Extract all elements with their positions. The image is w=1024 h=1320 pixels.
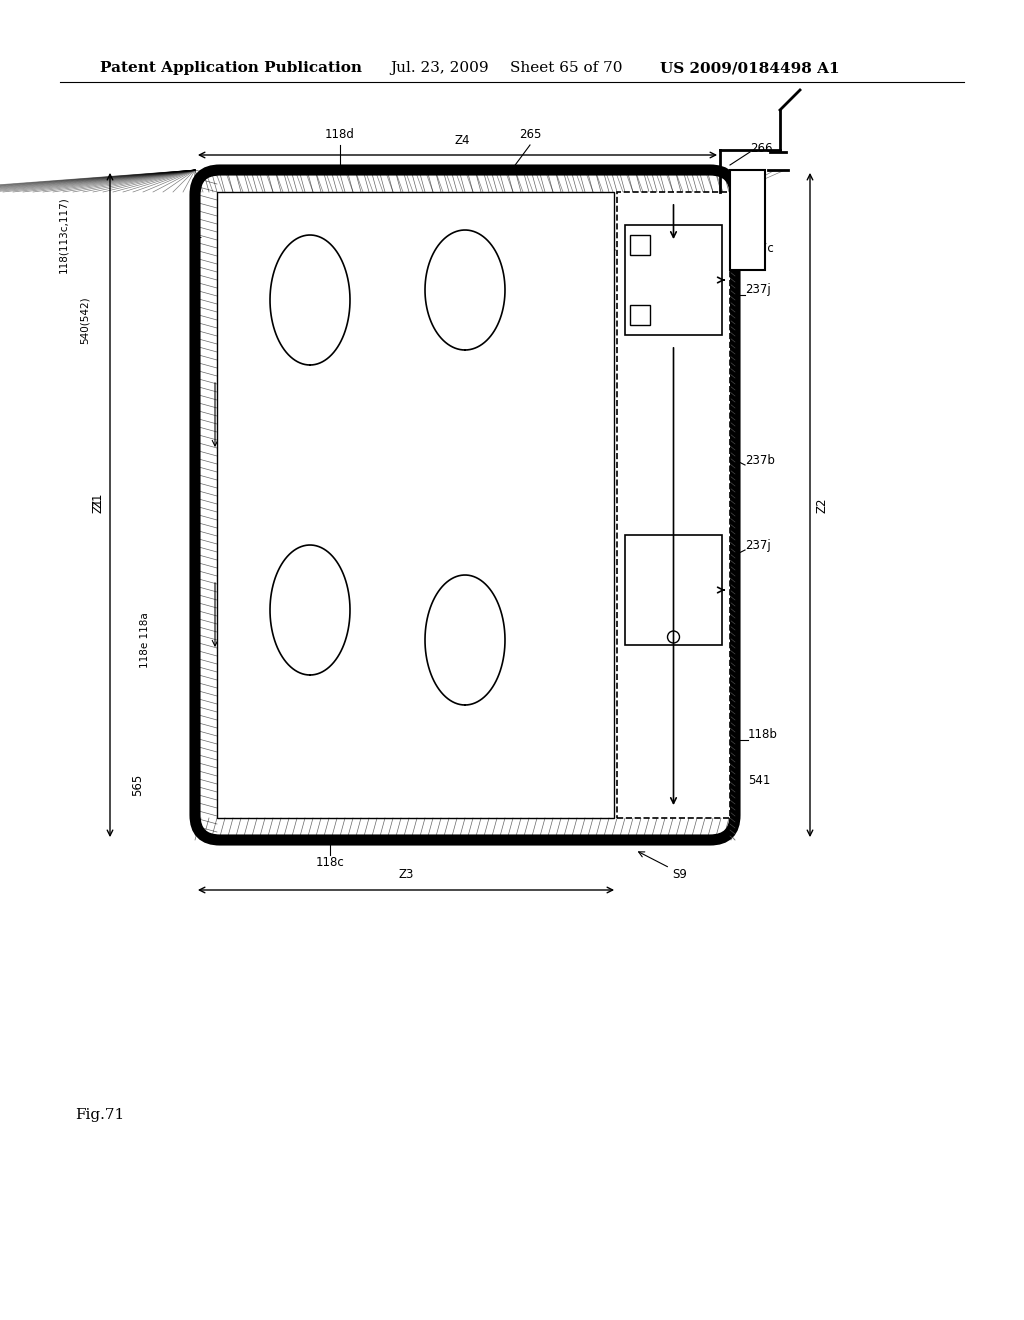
Text: 550: 550: [299, 304, 322, 317]
Text: Patent Application Publication: Patent Application Publication: [100, 61, 362, 75]
Text: Y: Y: [341, 433, 348, 446]
Text: 541: 541: [748, 774, 770, 787]
Text: 236j: 236j: [445, 524, 471, 536]
Bar: [625, 224, 722, 335]
Text: Fig.71: Fig.71: [75, 1107, 124, 1122]
Text: 236,237: 236,237: [430, 483, 478, 496]
Text: Jul. 23, 2009: Jul. 23, 2009: [390, 61, 488, 75]
Text: 118c: 118c: [315, 855, 344, 869]
Text: 550: 550: [299, 644, 322, 656]
Text: 118(113c,117): 118(113c,117): [58, 197, 68, 273]
Text: 118b: 118b: [748, 729, 778, 742]
Text: 118e 118a: 118e 118a: [140, 612, 150, 668]
Text: L: L: [195, 228, 202, 242]
Bar: [217, 191, 614, 818]
Text: Z3: Z3: [398, 869, 414, 882]
Text: 234: 234: [492, 393, 514, 407]
Bar: [630, 305, 650, 325]
Text: 266: 266: [750, 141, 772, 154]
Text: 235: 235: [490, 611, 512, 624]
Bar: [630, 235, 650, 255]
Text: 550: 550: [449, 284, 471, 297]
Text: S9: S9: [673, 869, 687, 882]
Text: Z1: Z1: [91, 492, 104, 508]
Text: 237b: 237b: [745, 454, 775, 466]
Bar: [730, 170, 765, 271]
Text: 540(542): 540(542): [80, 296, 90, 343]
Text: Z2: Z2: [815, 498, 828, 512]
Text: US 2009/0184498 A1: US 2009/0184498 A1: [660, 61, 840, 75]
Text: 265: 265: [519, 128, 542, 141]
Text: Z1: Z1: [91, 498, 104, 512]
Text: 237j: 237j: [745, 284, 771, 297]
Text: 237j: 237j: [745, 539, 771, 552]
Text: 550: 550: [449, 573, 471, 586]
Text: Z4: Z4: [455, 133, 470, 147]
Bar: [617, 191, 730, 818]
FancyBboxPatch shape: [195, 170, 735, 840]
Text: Sheet 65 of 70: Sheet 65 of 70: [510, 61, 623, 75]
Text: 237c: 237c: [745, 242, 774, 255]
Text: 118d: 118d: [325, 128, 355, 141]
Text: 565: 565: [131, 774, 144, 796]
Text: 237j: 237j: [590, 252, 615, 264]
Text: 237a: 237a: [430, 583, 460, 597]
Bar: [625, 535, 722, 645]
